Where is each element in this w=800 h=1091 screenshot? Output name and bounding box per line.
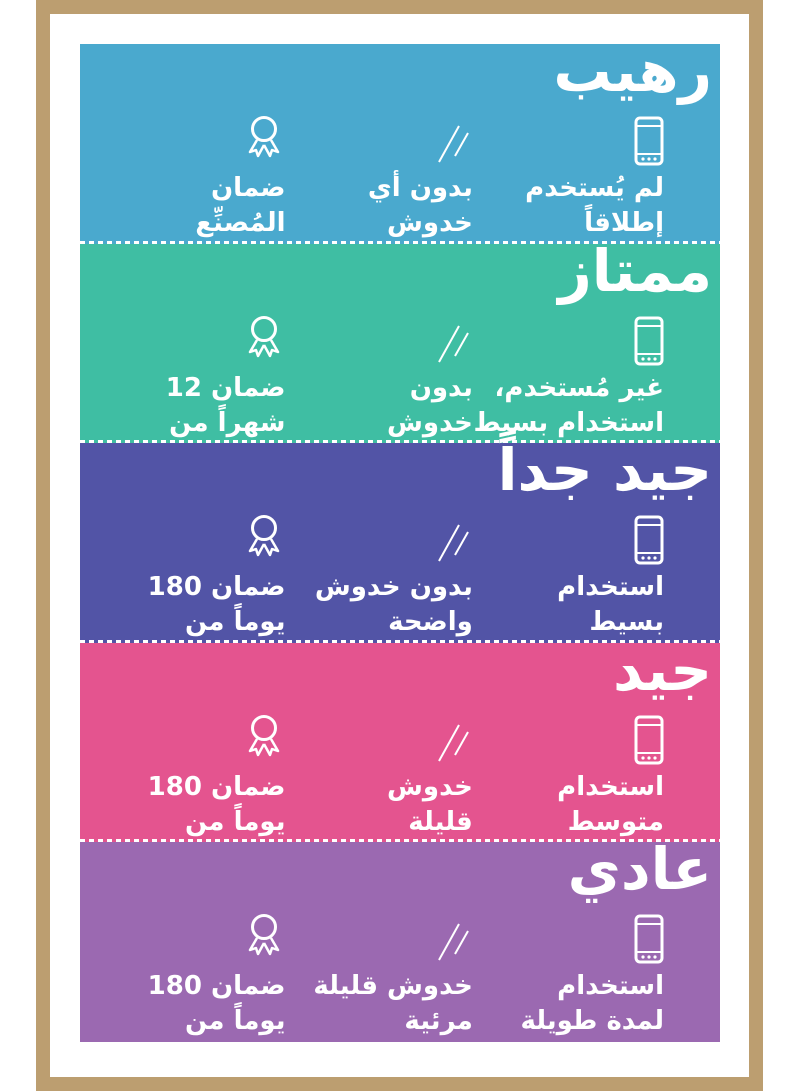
usage-line-2: إطلاقاً <box>584 208 664 238</box>
usage-line-2: بسيط <box>589 607 664 638</box>
usage-line-2: لمدة طويلة <box>520 1006 664 1037</box>
scratches-line-2: قليلة <box>408 806 473 837</box>
band-title: جيد <box>613 635 712 704</box>
warranty-line-1: ضمان <box>210 173 286 203</box>
scratches-column: بدون خدوش واضحة <box>286 507 473 640</box>
scratches-line-2: واضحة <box>388 607 473 638</box>
scratches-icon <box>286 906 473 969</box>
warranty-line-2: شهراً من <box>169 407 286 438</box>
band-columns: غير مُستخدم، استخدام بسيط بدون خدوش <box>80 308 720 441</box>
scratches-line-1: خدوش <box>387 771 473 802</box>
decorative-frame <box>36 0 763 1091</box>
phone-icon <box>473 308 664 371</box>
warranty-line-2: يوماً من <box>185 607 286 638</box>
usage-column: غير مُستخدم، استخدام بسيط <box>473 308 664 441</box>
usage-column: استخدام بسيط <box>473 507 664 640</box>
band-title: جيد جداً <box>497 436 712 505</box>
warranty-line-2: يوماً من <box>185 806 286 837</box>
warranty-medal-icon <box>80 707 286 770</box>
usage-column: لم يُستخدم إطلاقاً <box>473 108 664 241</box>
scratches-column: خدوش قليلة <box>286 707 473 840</box>
usage-line-1: غير مُستخدم، <box>494 372 664 403</box>
phone-icon <box>473 906 664 969</box>
grade-band-excellent: ممتاز غير مُستخدم، استخدام <box>80 237 720 444</box>
scratches-column: بدون أي خدوش <box>286 108 473 241</box>
band-columns: لم يُستخدم إطلاقاً بدون أي خدوش <box>80 108 720 241</box>
warranty-column: ضمان المُصنِّع <box>80 108 286 241</box>
scratches-icon <box>286 108 473 171</box>
usage-line-1: استخدام <box>557 971 664 1002</box>
scratches-icon <box>286 507 473 570</box>
band-title: ممتاز <box>558 236 712 305</box>
scratches-line-1: بدون خدوش <box>314 572 473 603</box>
warranty-column: ضمان 180 يوماً من <box>80 906 286 1039</box>
band-title: عادي <box>567 835 712 904</box>
warranty-column: ضمان 180 يوماً من <box>80 507 286 640</box>
warranty-medal-icon <box>80 906 286 969</box>
band-title: رهيب <box>553 37 712 105</box>
usage-line-2: استخدام بسيط <box>473 407 664 438</box>
scratches-line-2: خدوش <box>387 407 473 438</box>
usage-line-1: استخدام <box>557 771 664 802</box>
band-columns: استخدام بسيط بدون خدوش واضحة <box>80 507 720 640</box>
usage-line-2: متوسط <box>567 806 664 837</box>
grade-band-terrific: رهيب لم يُستخدم إطلاقاً <box>80 38 720 244</box>
warranty-line-2: المُصنِّع <box>195 208 286 238</box>
scratches-icon <box>286 707 473 770</box>
warranty-medal-icon <box>80 507 286 570</box>
grade-band-good: جيد استخدام متوسط <box>80 637 720 843</box>
grade-band-very-good: جيد جداً استخدام بسيط <box>80 437 720 643</box>
warranty-medal-icon <box>80 108 286 171</box>
warranty-line-1: ضمان 180 <box>147 771 286 802</box>
usage-column: استخدام متوسط <box>473 707 664 840</box>
phone-icon <box>473 108 664 171</box>
scratches-line-2: مرئية <box>404 1006 473 1037</box>
band-columns: استخدام متوسط خدوش قليلة <box>80 707 720 840</box>
warranty-column: ضمان 12 شهراً من <box>80 308 286 441</box>
warranty-line-1: ضمان 180 <box>147 572 286 603</box>
phone-icon <box>473 507 664 570</box>
scratches-column: خدوش قليلة مرئية <box>286 906 473 1039</box>
phone-icon <box>473 707 664 770</box>
warranty-line-1: ضمان 180 <box>147 971 286 1002</box>
usage-line-1: استخدام <box>557 572 664 603</box>
scratches-column: بدون خدوش <box>286 308 473 441</box>
warranty-line-2: يوماً من <box>185 1006 286 1037</box>
usage-column: استخدام لمدة طويلة <box>473 906 664 1039</box>
scratches-line-2: خدوش <box>387 208 473 238</box>
grade-bands: رهيب لم يُستخدم إطلاقاً <box>80 38 720 1042</box>
band-columns: استخدام لمدة طويلة خدوش قليلة مرئية <box>80 906 720 1039</box>
scratches-icon <box>286 308 473 371</box>
warranty-line-1: ضمان 12 <box>165 372 286 403</box>
usage-line-1: لم يُستخدم <box>525 173 664 203</box>
scratches-line-1: بدون أي <box>367 173 473 203</box>
warranty-column: ضمان 180 يوماً من <box>80 707 286 840</box>
warranty-medal-icon <box>80 308 286 371</box>
scratches-line-1: بدون <box>409 372 473 403</box>
scratches-line-1: خدوش قليلة <box>313 971 473 1002</box>
grade-band-normal: عادي استخدام لمدة طويلة <box>80 836 720 1042</box>
